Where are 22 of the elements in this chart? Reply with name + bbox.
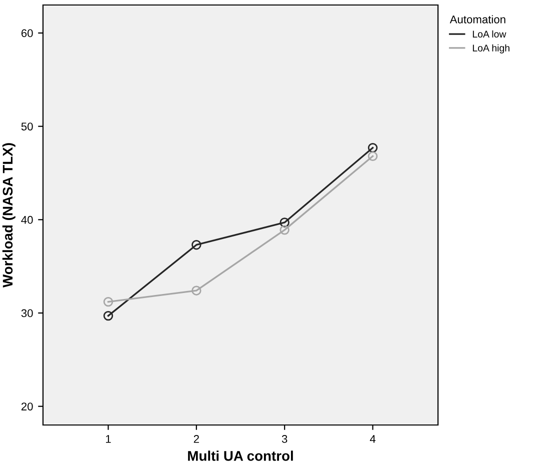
point — [280, 218, 290, 228]
point — [103, 310, 114, 321]
point — [192, 240, 202, 250]
y-tick-label: 50 — [21, 122, 33, 130]
point — [368, 142, 378, 153]
y-tick-label: 40 — [21, 216, 33, 224]
x-axis-title: Multi UA control — [188, 450, 293, 461]
x-tick-label: 1 — [106, 435, 111, 443]
point — [103, 296, 114, 307]
legend-label: LoA high — [472, 44, 510, 54]
x-tick-label: 2 — [194, 435, 199, 443]
legend-title: Automation — [450, 15, 506, 24]
point — [192, 286, 202, 296]
y-tick-label: 20 — [21, 402, 33, 410]
x-tick-label: 4 — [370, 435, 376, 443]
x-tick-label: 3 — [282, 435, 288, 443]
legend-label: LoA low — [472, 30, 506, 38]
point — [368, 151, 378, 162]
y-tick-label: 30 — [21, 309, 33, 318]
y-tick-label: 60 — [21, 29, 33, 38]
y-axis-title: Workload (NASA TLX) — [2, 143, 16, 288]
point — [280, 225, 290, 235]
